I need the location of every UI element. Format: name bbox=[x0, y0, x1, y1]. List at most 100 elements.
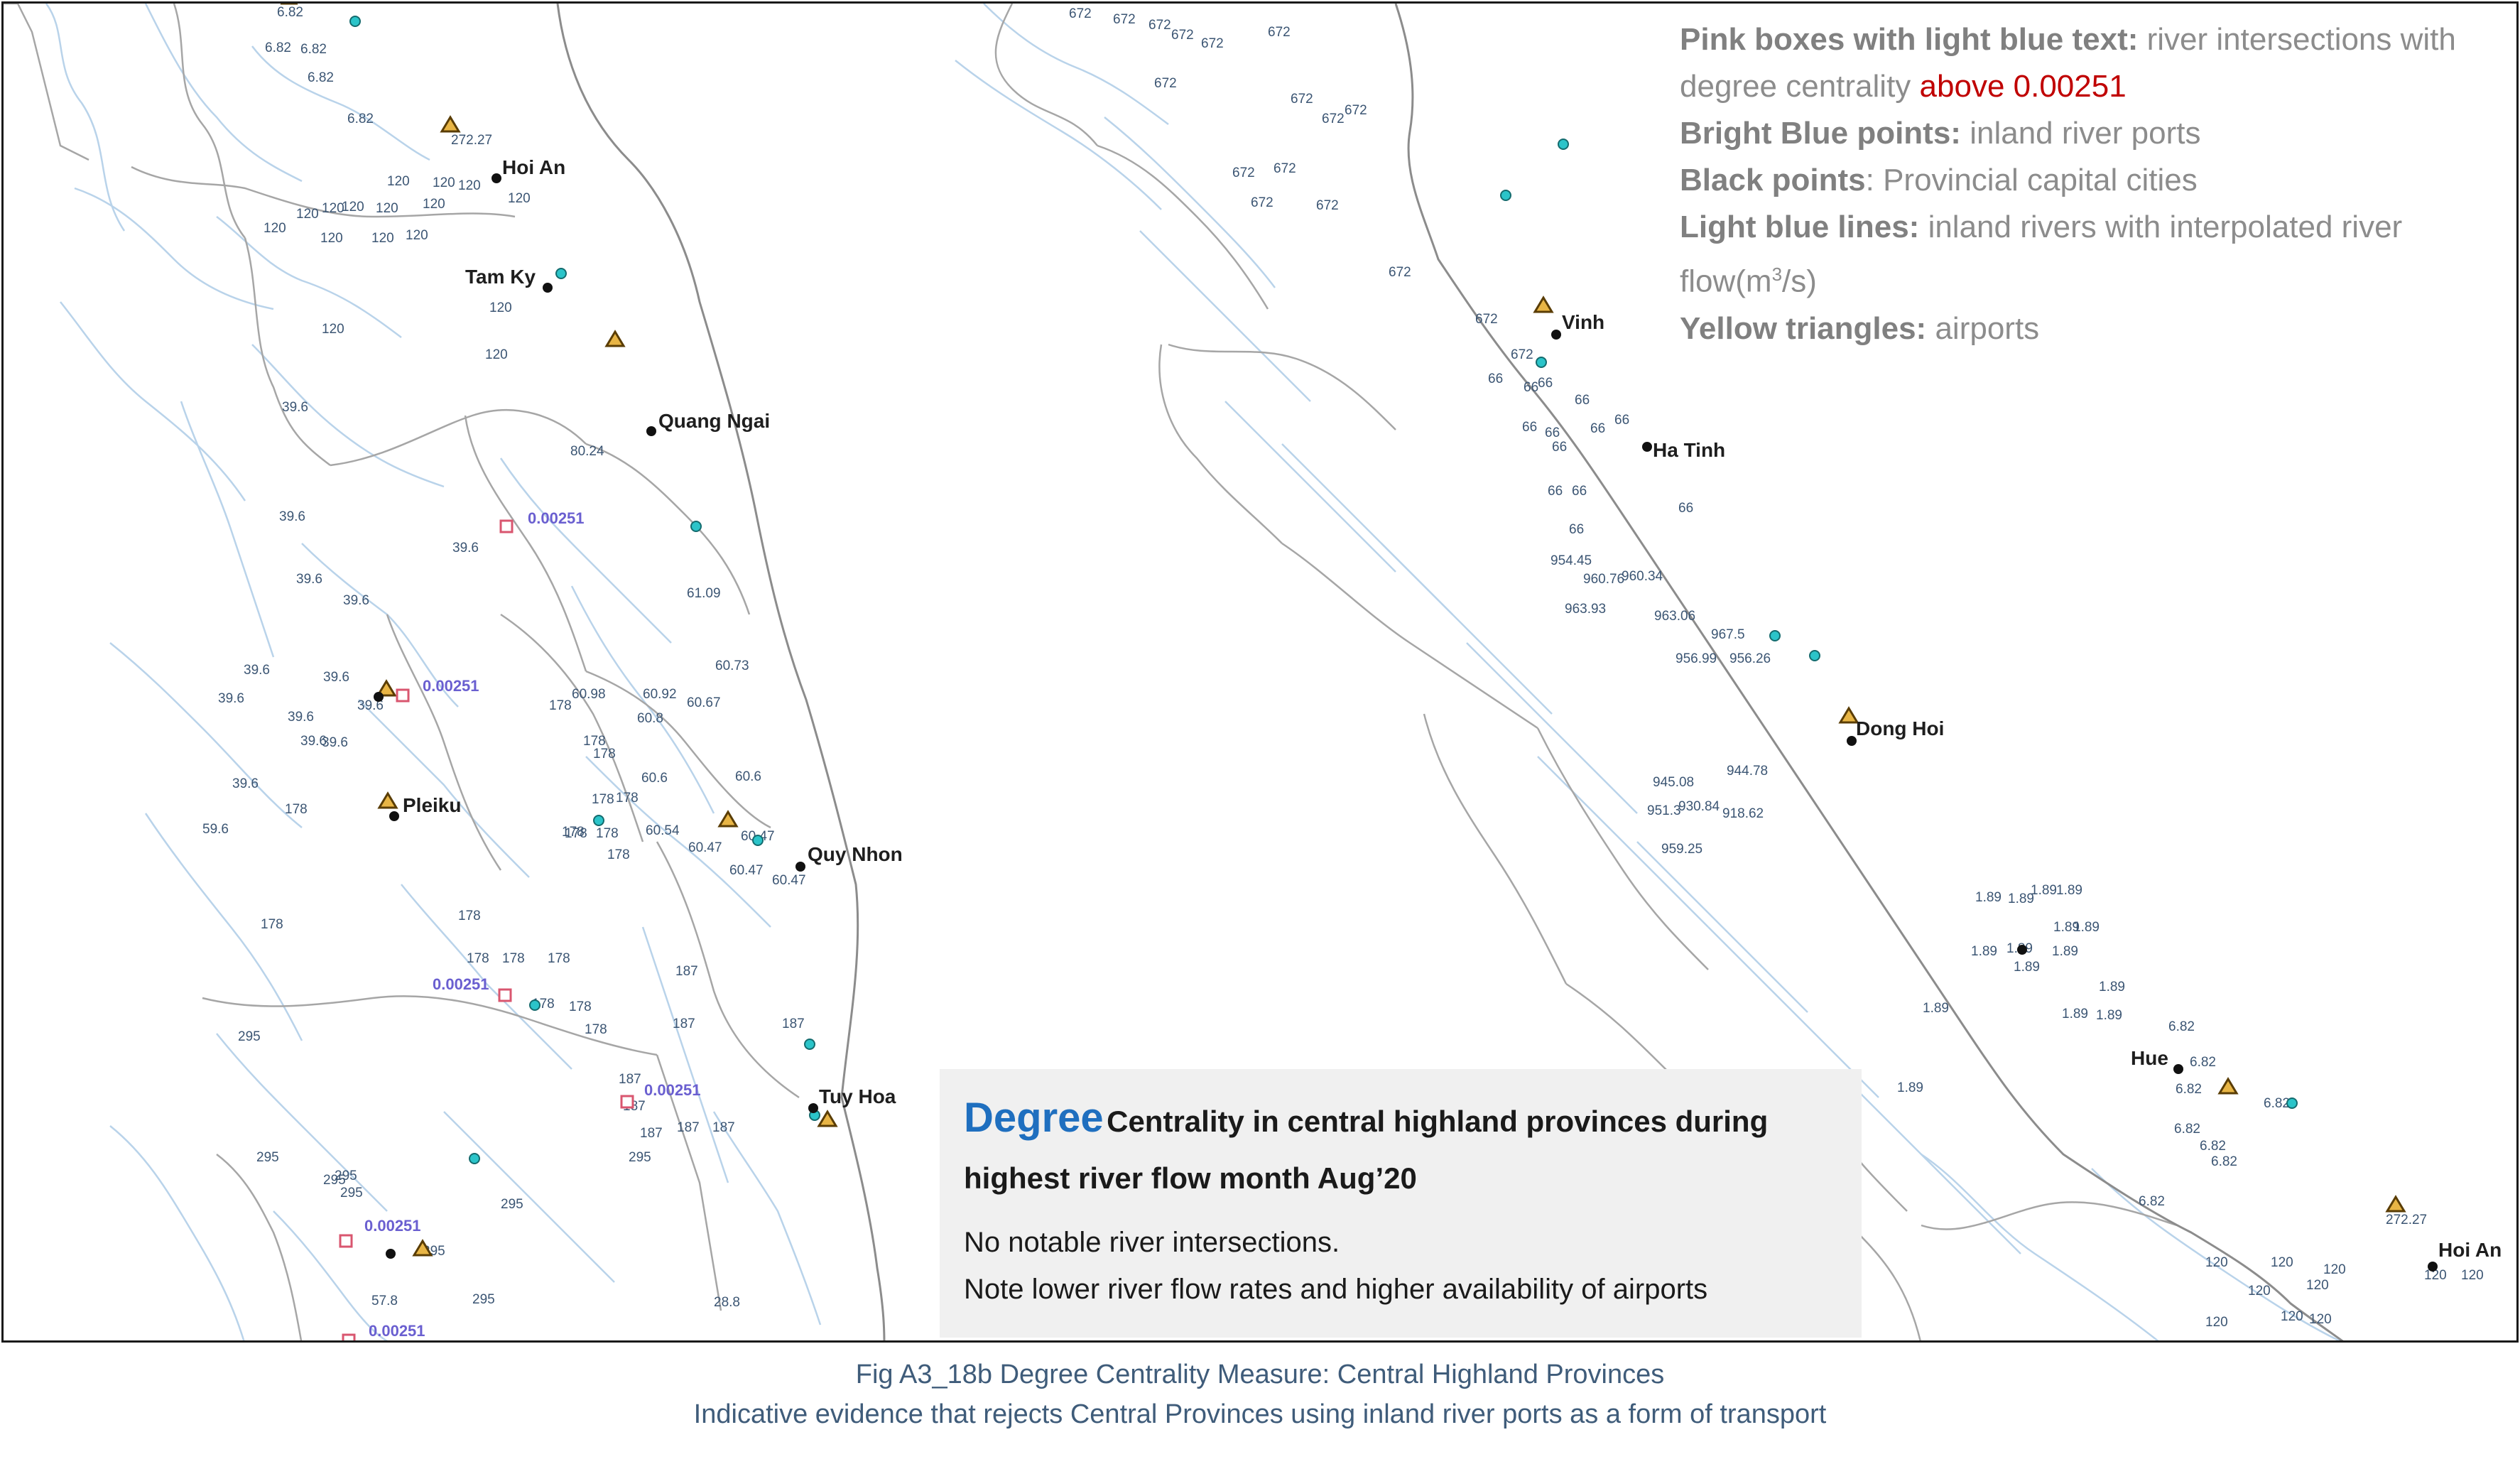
river-flow-label: 178 bbox=[548, 951, 570, 966]
river-port-marker[interactable] bbox=[690, 521, 702, 532]
river-flow-label: 672 bbox=[1389, 265, 1411, 280]
capital-point-dong-hoi[interactable] bbox=[1847, 736, 1857, 746]
city-label-hoi-an: Hoi An bbox=[2438, 1239, 2502, 1261]
centrality-box[interactable] bbox=[342, 1333, 356, 1343]
river-port-marker[interactable] bbox=[349, 16, 361, 27]
airport-marker[interactable] bbox=[604, 330, 626, 347]
river-flow-label: 178 bbox=[458, 909, 481, 923]
centrality-label: 0.00251 bbox=[433, 975, 489, 993]
river-flow-label: 178 bbox=[285, 802, 308, 817]
centrality-label: 0.00251 bbox=[528, 509, 585, 527]
river-port-marker[interactable] bbox=[469, 1153, 480, 1164]
river-flow-label: 39.6 bbox=[218, 691, 244, 706]
river-ports bbox=[349, 16, 820, 1164]
river-port-marker[interactable] bbox=[1769, 630, 1781, 641]
city-label-ha-tinh: Ha Tinh bbox=[1653, 439, 1725, 461]
river-port-marker[interactable] bbox=[752, 835, 764, 846]
river-flow-label: 39.6 bbox=[296, 572, 322, 587]
river-flow-label: 60.67 bbox=[687, 695, 721, 710]
river-flow-label: 120 bbox=[433, 175, 455, 190]
capital-point-quang-ngai[interactable] bbox=[646, 426, 656, 436]
river-flow-label: 178 bbox=[549, 698, 572, 713]
info-box-note-1: No notable river intersections. bbox=[964, 1227, 1340, 1258]
river-port-marker[interactable] bbox=[1500, 190, 1511, 201]
river-flow-label: 178 bbox=[596, 826, 619, 841]
city-label-quang-ngai: Quang Ngai bbox=[658, 410, 770, 432]
airport-marker[interactable] bbox=[376, 679, 397, 697]
capital-point-kon-tum[interactable] bbox=[374, 692, 384, 702]
airport-marker[interactable] bbox=[412, 1239, 433, 1257]
river-flow-label: 272.27 bbox=[451, 133, 492, 148]
river-flow-label: 1.89 bbox=[2099, 980, 2125, 994]
capital-point-tam-ky[interactable] bbox=[543, 283, 553, 293]
airport-marker[interactable] bbox=[717, 810, 739, 828]
river-flow-label: 187 bbox=[640, 1126, 663, 1141]
river-flow-label: 66 bbox=[1488, 372, 1503, 386]
capital-point-ha-tinh[interactable] bbox=[1642, 442, 1652, 452]
provincial-capitals bbox=[1551, 330, 2438, 1272]
river-port-marker[interactable] bbox=[2286, 1097, 2298, 1109]
airport-marker[interactable] bbox=[817, 1110, 838, 1127]
river-flow-label: 187 bbox=[712, 1120, 735, 1135]
river-port-marker[interactable] bbox=[529, 999, 541, 1011]
province-boundaries bbox=[131, 4, 800, 1340]
river-flow-label: 6.82 bbox=[2168, 1019, 2195, 1034]
river-port-marker[interactable] bbox=[1536, 357, 1547, 368]
capital-point-hoi-an[interactable] bbox=[491, 173, 501, 183]
info-box: Degree Centrality in central highland pr… bbox=[940, 1069, 1862, 1338]
river-flow-label: 120 bbox=[296, 207, 319, 222]
centrality-box[interactable] bbox=[339, 1234, 353, 1248]
river-port-marker[interactable] bbox=[593, 815, 604, 826]
capital-point-vinh[interactable] bbox=[1551, 330, 1561, 340]
river-flow-label: 66 bbox=[1678, 501, 1693, 516]
centrality-box[interactable] bbox=[499, 519, 514, 533]
river-flow-label: 39.6 bbox=[282, 400, 308, 415]
river-flow-label: 672 bbox=[1113, 12, 1136, 27]
river-flow-label: 39.6 bbox=[232, 776, 259, 791]
centrality-box[interactable] bbox=[498, 988, 512, 1002]
river-flow-label: 959.25 bbox=[1661, 842, 1702, 857]
river-flow-label: 66 bbox=[1569, 522, 1584, 537]
river-port-marker[interactable] bbox=[1809, 650, 1820, 661]
river-flow-label: 120 bbox=[2248, 1284, 2271, 1299]
river-flow-label: 66 bbox=[1614, 413, 1629, 428]
airport-marker[interactable] bbox=[2385, 1195, 2406, 1213]
river-flow-label: 295 bbox=[238, 1029, 261, 1044]
capital-point-quang-tri[interactable] bbox=[2017, 945, 2027, 955]
river-port-marker[interactable] bbox=[1558, 139, 1569, 150]
river-port-marker[interactable] bbox=[555, 268, 567, 279]
capital-point-hoi-an[interactable] bbox=[2428, 1262, 2438, 1272]
river-port-marker[interactable] bbox=[804, 1039, 815, 1050]
capital-point-hue[interactable] bbox=[2173, 1064, 2183, 1074]
river-flow-label: 672 bbox=[1232, 166, 1255, 180]
city-labels: Hoi An Tam Ky Quang Ngai Pleiku Quy Nhon… bbox=[403, 156, 903, 1107]
river-flow-label: 120 bbox=[342, 200, 364, 215]
river-flow-label: 59.6 bbox=[202, 822, 229, 837]
airport-marker[interactable] bbox=[440, 115, 461, 133]
river-flow-label: 120 bbox=[371, 231, 394, 246]
river-flow-label: 60.54 bbox=[646, 823, 680, 838]
info-box-note-2: Note lower river flow rates and higher a… bbox=[964, 1274, 1708, 1305]
airport-marker[interactable] bbox=[2217, 1077, 2239, 1095]
river-flow-label: 295 bbox=[323, 1173, 346, 1188]
river-flow-label: 1.89 bbox=[2052, 944, 2078, 959]
river-flow-label: 187 bbox=[677, 1120, 700, 1135]
river-flow-label: 918.62 bbox=[1722, 806, 1764, 821]
centrality-box[interactable] bbox=[620, 1095, 634, 1109]
river-flow-label: 120 bbox=[387, 174, 410, 189]
river-flow-label: 1.89 bbox=[1971, 944, 1997, 959]
river-flow-label: 178 bbox=[565, 826, 587, 841]
river-flow-label: 6.82 bbox=[265, 40, 291, 55]
capital-point-buon-ma-thuot[interactable] bbox=[386, 1249, 396, 1259]
centrality-box[interactable] bbox=[396, 688, 410, 703]
river-flow-label: 967.5 bbox=[1711, 627, 1745, 642]
airport-marker[interactable] bbox=[1838, 706, 1859, 724]
airport-marker[interactable] bbox=[1533, 296, 1554, 313]
capital-point-tuy-hoa[interactable] bbox=[808, 1103, 818, 1113]
river-flow-label: 60.98 bbox=[572, 687, 606, 702]
airport-marker[interactable] bbox=[377, 791, 398, 809]
capital-point-quy-nhon[interactable] bbox=[795, 862, 805, 872]
river-flow-label: 39.6 bbox=[279, 509, 305, 524]
capital-point-pleiku[interactable] bbox=[389, 811, 399, 821]
river-flow-label: 120 bbox=[2306, 1278, 2329, 1293]
